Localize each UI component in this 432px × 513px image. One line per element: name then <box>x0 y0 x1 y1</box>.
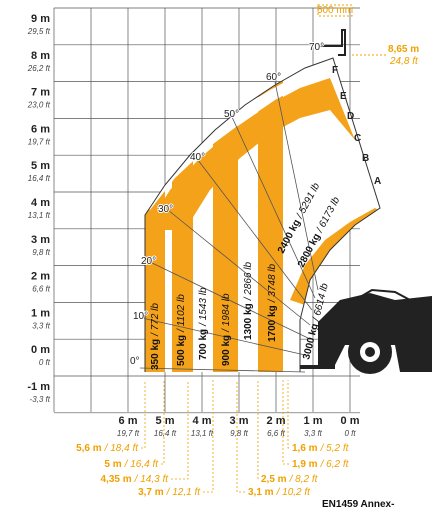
callout-m: 1,6 m <box>292 443 318 454</box>
zone-label: F <box>332 65 338 76</box>
x-label-m: 1 m <box>304 415 323 427</box>
zone-label: B <box>362 153 369 164</box>
x-label-m: 5 m <box>156 415 175 427</box>
x-label-ft: 19,7 ft <box>117 429 140 438</box>
y-label-m: 5 m <box>31 160 50 172</box>
y-label-m: 9 m <box>31 13 50 25</box>
load-label: 1300 kg / 2866 lb <box>243 261 254 340</box>
x-label-m: 6 m <box>119 415 138 427</box>
callout-ft: / 16,4 ft <box>124 459 160 470</box>
callout: 4,35 m/ 14,3 ft <box>101 474 170 485</box>
callout-m: 3,1 m <box>248 487 274 498</box>
x-label-ft: 16,4 ft <box>154 429 177 438</box>
x-label-m: 3 m <box>230 415 249 427</box>
load-kg: 1300 kg <box>243 303 254 340</box>
load-label: 1700 kg / 3748 lb <box>267 263 278 342</box>
y-label-ft: 16,4 ft <box>28 174 51 183</box>
angle-label: 30° <box>158 204 173 215</box>
load-label: 700 kg / 1543 lb <box>198 287 209 360</box>
load-kg: 900 kg <box>221 335 232 366</box>
max-height-m: 8,65 m <box>388 44 419 55</box>
callout: 3,7 m/ 12,1 ft <box>138 487 201 498</box>
y-label-ft: 0 ft <box>39 358 51 367</box>
load-kg: 3000 kg <box>301 322 321 360</box>
load-chart: 9 m 29,5 ft 8 m 26,2 ft 7 m 23,0 ft 6 m 19,7 ft… <box>0 0 432 513</box>
load-label: 900 kg / 1984 lb <box>221 293 232 366</box>
load-lb: / 772 lb <box>150 303 161 337</box>
callout-ft: / 10,2 ft <box>276 487 312 498</box>
load-lb: / 1543 lb <box>198 287 209 327</box>
callout-ft: / 18,4 ft <box>104 443 140 454</box>
y-label-ft: -3,3 ft <box>30 395 51 404</box>
callout: 5 m/ 16,4 ft <box>104 459 159 470</box>
callout: 1,9 m/ 6,2 ft <box>292 459 350 470</box>
y-label-ft: 9,8 ft <box>32 248 51 257</box>
y-label-m: 8 m <box>31 50 50 62</box>
y-label-m: 7 m <box>31 87 50 99</box>
load-kg: 700 kg <box>198 329 209 360</box>
zone-label: E <box>340 91 347 102</box>
y-label-ft: 29,5 ft <box>27 27 51 36</box>
load-label: 500 kg / 1102 lb <box>176 294 187 366</box>
y-label-m: 6 m <box>31 123 50 135</box>
load-lb: / 1984 lb <box>221 293 232 333</box>
callout-m: 2,5 m <box>261 474 287 485</box>
angle-label: 50° <box>224 109 239 120</box>
callout-ft: / 6,2 ft <box>320 459 350 470</box>
load-lb: / 2866 lb <box>243 261 254 301</box>
callout-ft: / 5,2 ft <box>320 443 350 454</box>
callout: 3,1 m/ 10,2 ft <box>248 487 311 498</box>
y-label-ft: 13,1 ft <box>28 211 51 220</box>
callout-m: 5 m <box>104 459 121 470</box>
y-label-m: 1 m <box>31 307 50 319</box>
y-label-m: -1 m <box>27 381 50 393</box>
y-label-m: 3 m <box>31 234 50 246</box>
load-kg: 350 kg <box>150 339 161 370</box>
callout-m: 5,6 m <box>76 443 102 454</box>
y-label-ft: 26,2 ft <box>27 64 51 73</box>
offset-label: 500 mm <box>317 5 353 16</box>
callout-line <box>288 380 289 448</box>
y-label-ft: 3,3 ft <box>32 321 51 330</box>
callout-ft: / 14,3 ft <box>134 474 170 485</box>
x-label-ft: 3,3 ft <box>304 429 323 438</box>
callout: 5,6 m/ 18,4 ft <box>76 443 139 454</box>
zone-label: A <box>374 176 381 187</box>
y-label-ft: 23,0 ft <box>27 101 51 110</box>
callout: 1,6 m/ 5,2 ft <box>292 443 350 454</box>
load-lb: / 1102 lb <box>176 294 187 333</box>
x-label-ft: 9,8 ft <box>230 429 249 438</box>
y-label-m: 0 m <box>31 344 50 356</box>
footer: EN1459 Annex- <box>322 499 394 510</box>
load-kg: 500 kg <box>176 335 187 366</box>
load-lb: / 3748 lb <box>267 263 278 303</box>
x-label-ft: 13,1 ft <box>191 429 214 438</box>
callout: 2,5 m/ 8,2 ft <box>261 474 319 485</box>
angle-label: 10° <box>133 311 148 322</box>
load-kg: 1700 kg <box>267 305 278 342</box>
zone-label: D <box>347 111 354 122</box>
load-label: 350 kg / 772 lb <box>150 303 161 370</box>
x-label-ft: 0 ft <box>344 429 356 438</box>
y-label-m: 4 m <box>31 197 50 209</box>
y-label-m: 2 m <box>31 271 50 283</box>
y-label-ft: 19,7 ft <box>28 137 51 146</box>
max-height-ft: 24,8 ft <box>389 56 419 67</box>
x-label-m: 0 m <box>341 415 360 427</box>
zone-label: C <box>354 133 361 144</box>
callout-m: 1,9 m <box>292 459 318 470</box>
callout-m: 3,7 m <box>138 487 164 498</box>
x-label-m: 4 m <box>193 415 212 427</box>
angle-label: 20° <box>141 256 156 267</box>
angle-label: 70° <box>309 42 324 53</box>
callout-ft: / 8,2 ft <box>289 474 319 485</box>
y-label-ft: 6,6 ft <box>32 285 51 294</box>
callout-ft: / 12,1 ft <box>166 487 202 498</box>
angle-label: 40° <box>190 152 205 163</box>
callout-m: 4,35 m <box>101 474 132 485</box>
angle-label: 0° <box>130 356 140 367</box>
callout-line <box>141 380 145 448</box>
angle-label: 60° <box>266 72 281 83</box>
